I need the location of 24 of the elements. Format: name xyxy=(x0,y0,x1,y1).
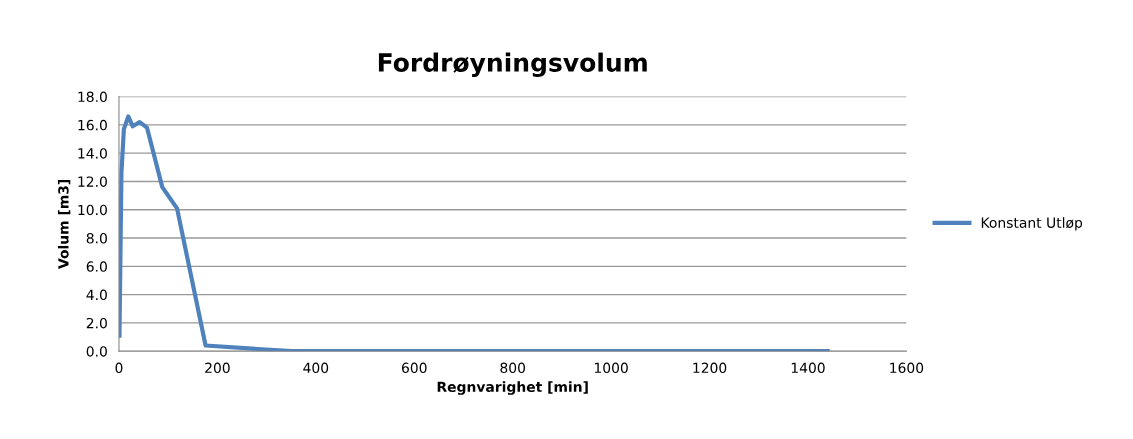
x-axis-title: Regnvarighet [min] xyxy=(437,381,588,395)
legend-label: Konstant Utløp xyxy=(981,217,1083,231)
y-axis-title: Volum [m3] xyxy=(57,179,71,269)
x-tick-label: 400 xyxy=(303,362,329,374)
y-tick-label: 16.0 xyxy=(78,119,107,131)
line-series xyxy=(118,114,830,352)
y-tick-label: 0.0 xyxy=(86,346,107,357)
x-tick-label: 0 xyxy=(115,362,123,374)
y-tick-label: 8.0 xyxy=(86,233,107,244)
x-tick-label: 1000 xyxy=(594,362,628,374)
x-tick-label: 600 xyxy=(401,362,427,374)
y-tick-label: 2.0 xyxy=(86,317,107,329)
y-tick-label: 6.0 xyxy=(86,261,107,272)
x-tick-label: 800 xyxy=(500,362,526,374)
y-tick-label: 4.0 xyxy=(86,289,107,301)
y-tick-label: 14.0 xyxy=(78,148,107,159)
y-tick-label: 10.0 xyxy=(78,204,107,216)
y-tick-label: 12.0 xyxy=(78,176,107,187)
x-tick-label: 1200 xyxy=(693,362,727,374)
x-tick-label: 1600 xyxy=(890,362,924,374)
x-tick-label: 200 xyxy=(205,362,230,374)
x-tick-label: 1400 xyxy=(791,362,825,374)
y-tick-label: 18.0 xyxy=(78,91,107,103)
chart-title: Fordrøyningsvolum xyxy=(378,52,647,77)
